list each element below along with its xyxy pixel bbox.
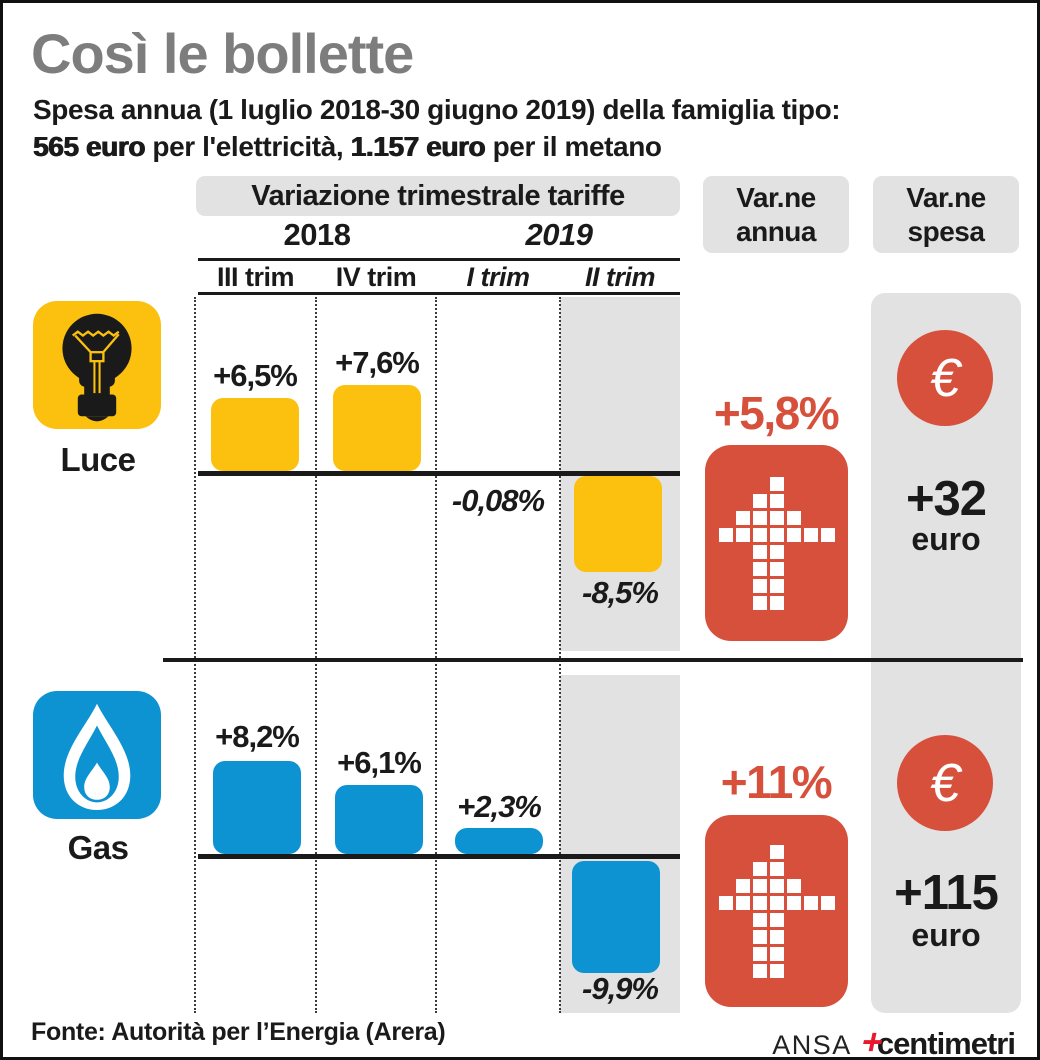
bar-gas-i-trim: [455, 828, 543, 854]
quarter-header-ii-trim: II trim: [584, 262, 656, 292]
grid-line-4: [559, 297, 561, 1013]
spend-change-luce: +32: [905, 472, 987, 526]
header-rule-top: [198, 258, 680, 261]
annual-variation-header: Var.ne annua: [703, 176, 849, 253]
annual-change-luce: +5,8%: [713, 387, 840, 439]
trend-up-arrow-box-luce: [705, 445, 848, 641]
row-separator-line: [163, 658, 1023, 662]
bar-gas-ii-trim-negative: [572, 861, 660, 973]
bar-luce-ii-trim-negative: [574, 476, 662, 572]
baseline-luce: [198, 471, 680, 476]
euro-coin-icon-gas: €: [897, 735, 993, 831]
subtitle-text-electricity: per l'elettricità,: [152, 131, 344, 162]
bar-label-luce-iv: +7,6%: [335, 345, 420, 380]
bar-gas-iv-trim: [335, 785, 423, 854]
bar-label-gas-iv: +6,1%: [337, 745, 422, 780]
subtitle: Spesa annua (1 luglio 2018-30 giugno 201…: [33, 91, 841, 165]
year-2019-label: 2019: [525, 217, 593, 252]
header-rule-bottom: [198, 292, 680, 295]
spend-change-gas: +115: [894, 866, 999, 920]
spend-variation-header: Var.ne spesa: [873, 176, 1019, 253]
bar-luce-iv-trim: [333, 385, 421, 471]
baseline-gas: [198, 854, 680, 859]
row-label-gas: Gas: [67, 829, 129, 866]
bar-gas-iii-trim: [213, 761, 301, 854]
subtitle-text-gas: per il metano: [492, 131, 662, 162]
bar-label-luce-iii: +6,5%: [213, 358, 298, 393]
lightbulb-icon: [33, 301, 161, 429]
quarter-header-iii-trim: III trim: [216, 262, 295, 292]
subtitle-bold-electricity-cost: 565 euro: [33, 131, 145, 162]
grid-line-1: [194, 297, 196, 1013]
credit-logo: ANSA + centimetri: [772, 1021, 1016, 1060]
flame-icon: [33, 691, 161, 819]
spend-unit-luce: euro: [911, 521, 981, 557]
grid-line-2: [315, 297, 317, 1013]
bar-label-luce-i: -0,08%: [451, 483, 545, 518]
grid-line-3: [435, 297, 437, 1013]
ansa-logo: ANSA: [772, 1030, 852, 1060]
trend-up-arrow-box-gas: [705, 815, 848, 1007]
bar-label-gas-ii: -9,9%: [582, 971, 659, 1006]
year-2018-label: 2018: [283, 217, 351, 252]
bar-label-gas-iii: +8,2%: [215, 719, 300, 754]
bar-label-gas-i: +2,3%: [457, 789, 542, 824]
spend-unit-gas: euro: [911, 917, 981, 953]
row-label-luce: Luce: [60, 441, 136, 478]
annual-change-gas: +11%: [720, 756, 833, 808]
bar-label-luce-ii: -8,5%: [582, 575, 659, 610]
pixel-up-arrow-icon: [718, 844, 835, 978]
variation-table-header: Variazione trimestrale tariffe: [196, 176, 680, 216]
quarter-header-iv-trim: IV trim: [335, 262, 417, 292]
centimetri-logo: centimetri: [876, 1026, 1016, 1060]
page-title: Così le bollette: [31, 22, 414, 85]
pixel-up-arrow-icon: [718, 476, 835, 610]
bar-luce-iii-trim: [211, 398, 299, 471]
euro-coin-icon-luce: €: [897, 330, 993, 426]
source-note: Fonte: Autorità per l’Energia (Arera): [31, 1018, 446, 1046]
quarter-header-i-trim: I trim: [466, 262, 530, 292]
subtitle-line1: Spesa annua (1 luglio 2018-30 giugno 201…: [33, 94, 841, 125]
subtitle-bold-gas-cost: 1.157 euro: [350, 131, 486, 162]
